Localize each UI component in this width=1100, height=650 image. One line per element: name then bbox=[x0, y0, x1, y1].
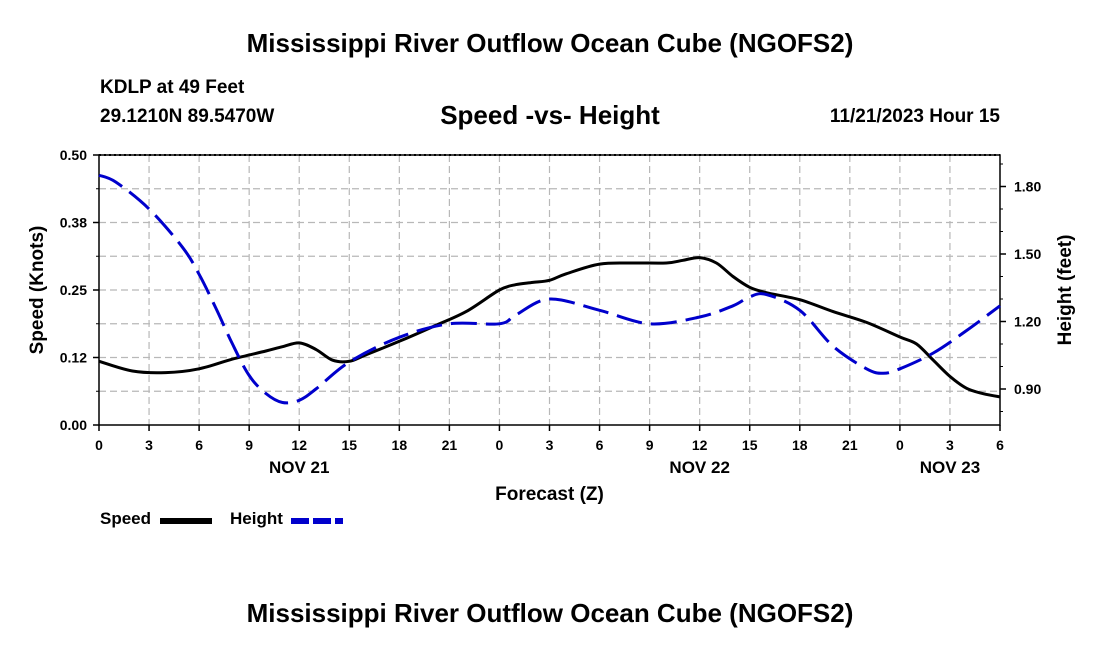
x-tick-label: 12 bbox=[291, 437, 307, 453]
legend-speed-label: Speed bbox=[100, 509, 152, 528]
series-line-speed bbox=[98, 256, 1001, 399]
legend-height-swatch bbox=[291, 518, 343, 524]
x-tick-label: 18 bbox=[792, 437, 808, 453]
legend-height-label: Height bbox=[230, 509, 283, 528]
run-time: 11/21/2023 Hour 15 bbox=[829, 106, 1000, 127]
x-date-label: NOV 23 bbox=[920, 458, 980, 477]
chart-title: Mississippi River Outflow Ocean Cube (NG… bbox=[246, 28, 854, 58]
legend-speed-swatch bbox=[160, 518, 212, 524]
y-left-tick-label: 0.38 bbox=[60, 215, 87, 231]
x-tick-label: 0 bbox=[896, 437, 904, 453]
station-name: KDLP at 49 Feet bbox=[100, 77, 245, 98]
ticks-layer bbox=[93, 154, 1006, 431]
grid-layer bbox=[99, 155, 1000, 425]
y-right-tick-label: 1.50 bbox=[1014, 246, 1041, 262]
x-tick-label: 6 bbox=[596, 437, 604, 453]
x-tick-label: 0 bbox=[95, 437, 103, 453]
x-tick-label: 21 bbox=[442, 437, 458, 453]
y-right-tick-label: 0.90 bbox=[1014, 381, 1041, 397]
x-tick-label: 18 bbox=[392, 437, 408, 453]
x-tick-label: 15 bbox=[341, 437, 357, 453]
x-tick-label: 21 bbox=[842, 437, 858, 453]
x-date-label: NOV 21 bbox=[269, 458, 329, 477]
footer-title: Mississippi River Outflow Ocean Cube (NG… bbox=[246, 598, 854, 628]
y-left-tick-label: 0.50 bbox=[60, 147, 87, 163]
y-right-tick-label: 1.20 bbox=[1014, 314, 1041, 330]
x-tick-label: 6 bbox=[195, 437, 203, 453]
x-tick-label: 3 bbox=[546, 437, 554, 453]
y-left-tick-label: 0.00 bbox=[60, 417, 87, 433]
y-left-tick-label: 0.12 bbox=[60, 350, 87, 366]
x-tick-label: 3 bbox=[946, 437, 954, 453]
y-right-tick-label: 1.80 bbox=[1014, 179, 1041, 195]
x-tick-label: 0 bbox=[496, 437, 504, 453]
x-tick-label: 15 bbox=[742, 437, 758, 453]
x-date-label: NOV 22 bbox=[669, 458, 729, 477]
x-axis-title: Forecast (Z) bbox=[495, 484, 604, 505]
labels-layer: 0 3 6 9 12 15 18 21 0 3 6 9 12 15 18 21 0 3 6 0.00 0.12 0.25 0… bbox=[27, 147, 1076, 505]
y-right-axis-title: Height (feet) bbox=[1055, 235, 1076, 346]
chart-subtitle: Speed -vs- Height bbox=[440, 100, 660, 130]
y-left-axis-title: Speed (Knots) bbox=[27, 226, 48, 355]
x-tick-label: 9 bbox=[646, 437, 654, 453]
station-coordinates: 29.1210N 89.5470W bbox=[100, 106, 275, 127]
y-left-tick-label: 0.25 bbox=[60, 282, 87, 298]
x-tick-label: 6 bbox=[996, 437, 1004, 453]
series-layer bbox=[98, 173, 1001, 405]
x-tick-label: 9 bbox=[245, 437, 253, 453]
x-tick-label: 3 bbox=[145, 437, 153, 453]
series-line-height bbox=[98, 173, 1001, 405]
x-tick-label: 12 bbox=[692, 437, 708, 453]
